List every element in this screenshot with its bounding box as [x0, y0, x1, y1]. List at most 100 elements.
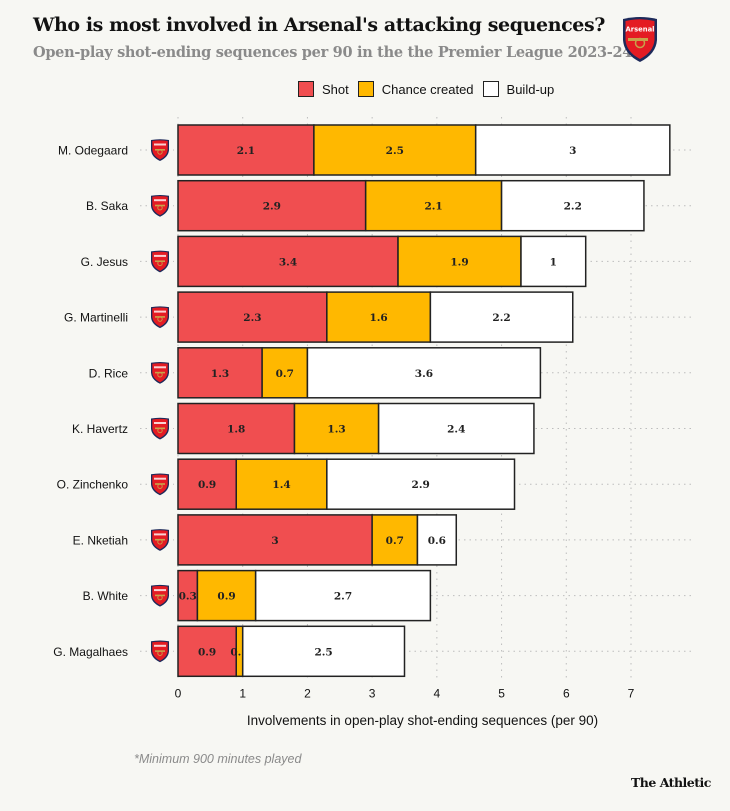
x-tick-label: 6	[563, 686, 570, 700]
data-label: 0.3	[179, 591, 197, 603]
bar-segment-shot	[177, 179, 367, 232]
data-label: 2.3	[243, 312, 261, 324]
bar-segment-build-up	[241, 625, 406, 678]
data-label: 0.9	[198, 646, 216, 658]
data-label: 2.1	[424, 201, 442, 213]
legend-swatch-build-up	[482, 81, 499, 97]
bar-segment-shot	[177, 402, 296, 455]
bar-segment-build-up	[326, 458, 516, 510]
data-label: 2.7	[334, 591, 352, 603]
data-label: 2.1	[237, 145, 255, 157]
bar-segment-build-up	[377, 402, 535, 455]
category-label: B. Saka	[86, 199, 128, 213]
bar-segment-build-up	[429, 291, 574, 343]
arsenal-crest-icon	[151, 417, 169, 440]
bar-segment-build-up	[500, 179, 645, 232]
arsenal-crest-icon	[151, 194, 169, 217]
data-label: 1.3	[327, 424, 345, 436]
legend-swatch-shot	[298, 81, 314, 97]
data-label: 2.9	[412, 479, 430, 491]
legend: Shot Chance created Build-up	[298, 80, 563, 98]
data-label: 2.2	[492, 312, 510, 324]
bar-segment-chance-created	[313, 124, 477, 176]
category-label: O. Zinchenko	[57, 478, 129, 492]
arsenal-crest-icon	[151, 473, 169, 496]
category-label: G. Jesus	[81, 255, 128, 269]
category-label: K. Havertz	[72, 422, 128, 436]
data-label: 2.5	[314, 646, 332, 658]
arsenal-crest-icon	[151, 584, 169, 607]
arsenal-crest-icon	[151, 640, 169, 663]
data-label: 0.7	[386, 535, 404, 547]
bar-segment-build-up	[416, 514, 458, 566]
chart-title: Who is most involved in Arsenal's attack…	[33, 14, 605, 36]
bar-segment-build-up	[306, 347, 542, 399]
data-label: 1.4	[272, 479, 290, 491]
bar-segment-chance-created	[326, 291, 432, 343]
arsenal-crest-icon: Arsenal	[623, 17, 657, 62]
arsenal-crest-logo: Arsenal	[620, 16, 660, 69]
bar-segment-shot	[177, 625, 237, 678]
x-tick-label: 4	[434, 686, 441, 700]
data-label: 3	[569, 145, 576, 157]
data-label: 3	[271, 535, 278, 547]
bar-segment-chance-created	[196, 569, 257, 622]
bar-segment-build-up	[254, 569, 432, 622]
data-label: 1.9	[450, 256, 468, 268]
data-label: 2.5	[386, 145, 404, 157]
bar-segment-chance-created	[261, 347, 309, 399]
crest-text: Arsenal	[625, 26, 654, 34]
legend-item-build-up: Build-up	[482, 81, 555, 97]
data-label: 0.9	[217, 591, 235, 603]
bar-segment-shot	[177, 235, 399, 288]
category-label: G. Magalhaes	[53, 645, 128, 659]
bar-segment-shot	[177, 514, 373, 566]
data-label: 3.4	[279, 256, 297, 268]
x-tick-label: 3	[369, 686, 376, 700]
data-label: 3.6	[415, 368, 433, 380]
legend-item-shot: Shot	[298, 81, 349, 97]
x-axis-label: Involvements in open-play shot-ending se…	[247, 713, 598, 728]
bar-segment-shot	[177, 124, 315, 176]
x-tick-label: 0	[175, 686, 182, 700]
data-label: 1.8	[227, 424, 245, 436]
bar-segment-chance-created	[397, 235, 522, 288]
legend-label-build-up: Build-up	[506, 81, 555, 97]
category-label: D. Rice	[89, 366, 129, 380]
category-label: G. Martinelli	[64, 311, 128, 325]
bar-segment-chance-created	[371, 514, 419, 566]
arsenal-crest-icon	[151, 306, 169, 329]
category-label: B. White	[83, 589, 129, 603]
bar-segment-chance-created	[364, 179, 503, 232]
legend-label-shot: Shot	[322, 81, 349, 97]
arsenal-crest-icon	[151, 529, 169, 551]
x-tick-label: 7	[628, 686, 635, 700]
x-tick-label: 2	[304, 686, 311, 700]
data-label: 2.4	[447, 424, 465, 436]
data-label: 1.3	[211, 368, 229, 380]
x-tick-label: 5	[498, 686, 505, 700]
legend-item-chance-created: Chance created	[357, 81, 474, 97]
legend-swatch-chance-created	[357, 81, 374, 97]
category-label: E. Nketiah	[73, 533, 128, 547]
footnote: *Minimum 900 minutes played	[134, 752, 302, 766]
data-label: 1	[550, 256, 557, 268]
the-athletic-logo: The Athletic	[631, 775, 711, 790]
bar-segment-build-up	[474, 124, 671, 176]
data-label: 1.6	[369, 312, 387, 324]
bar-segment-chance-created	[293, 402, 380, 455]
arsenal-crest-icon	[151, 139, 169, 161]
category-label: M. Odegaard	[58, 144, 128, 158]
data-label: 2.9	[263, 201, 281, 213]
arsenal-crest-icon	[151, 362, 169, 384]
bar-segment-build-up	[520, 235, 587, 288]
data-label: 0.7	[276, 368, 294, 380]
bar-segment-chance-created	[235, 458, 328, 510]
legend-label-chance-created: Chance created	[381, 81, 474, 97]
chart-subtitle: Open-play shot-ending sequences per 90 i…	[33, 44, 633, 61]
data-label: 2.2	[564, 201, 582, 213]
data-label: 0.9	[198, 479, 216, 491]
data-label: 0.6	[428, 535, 446, 547]
arsenal-crest-icon	[151, 250, 169, 273]
